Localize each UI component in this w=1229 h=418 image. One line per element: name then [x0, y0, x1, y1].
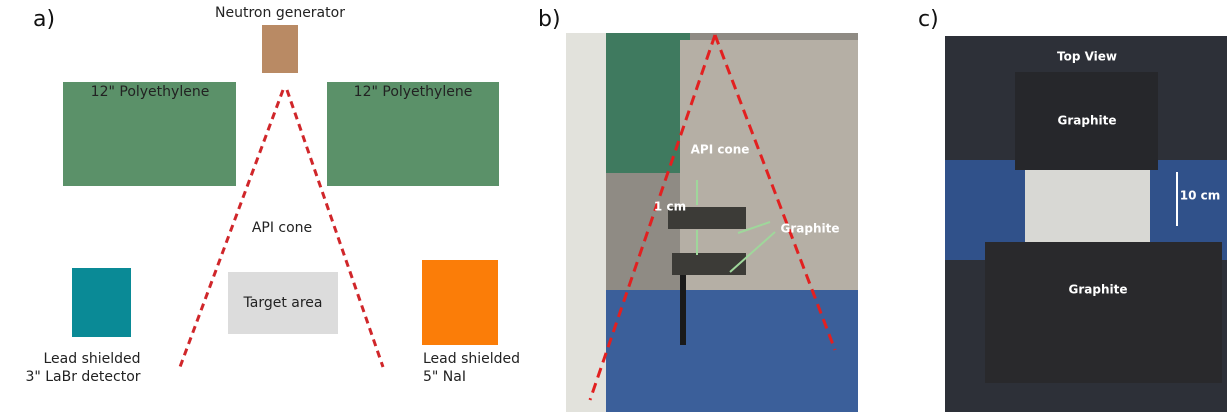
target-label: Target area — [243, 295, 323, 311]
detector — [422, 260, 498, 345]
poly-label: 12" Polyethylene — [91, 84, 210, 100]
photo-label: Graphite — [781, 222, 840, 236]
photo-label: Graphite — [1069, 283, 1128, 297]
generator — [262, 25, 298, 73]
panel-label: b) — [538, 7, 561, 32]
photo-label: Graphite — [1058, 114, 1117, 128]
photo-label: API cone — [691, 143, 750, 157]
detector-label: 3" LaBr detector — [25, 369, 140, 385]
poly-label: 12" Polyethylene — [354, 84, 473, 100]
detector-label: Lead shielded — [43, 351, 140, 367]
detector — [72, 268, 131, 337]
photo-label: 10 cm — [1180, 189, 1221, 203]
generator-label: Neutron generator — [215, 5, 345, 21]
photo-label: Top View — [1057, 50, 1117, 64]
photo — [945, 36, 1227, 412]
cone-label: API cone — [252, 220, 312, 236]
detector-label: Lead shielded — [423, 351, 520, 367]
panel-label: a) — [33, 7, 55, 32]
panel-label: c) — [918, 7, 939, 32]
detector-label: 5" NaI — [423, 369, 466, 385]
photo-label: 1 cm — [654, 200, 686, 214]
figure: a) Neutron generator 12" Polyethylene 12… — [0, 0, 1229, 418]
